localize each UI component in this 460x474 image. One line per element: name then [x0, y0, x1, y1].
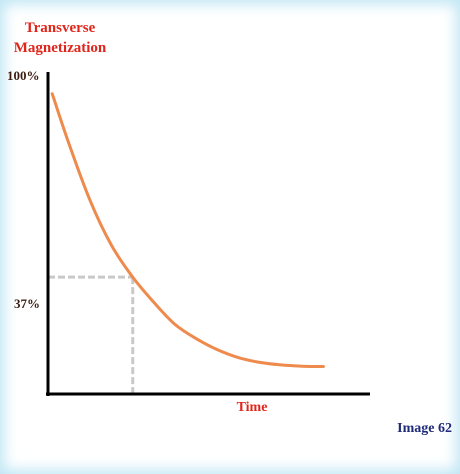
image-caption: Image 62: [397, 421, 452, 436]
y-tick-label-37: 37%: [14, 296, 40, 311]
marker-guides: [48, 275, 135, 394]
y-tick-label-100: 100%: [7, 68, 40, 83]
chart-title-line-1: Transverse: [24, 20, 96, 36]
x-axis-label: Time: [236, 400, 268, 415]
decay-curve: [50, 92, 325, 368]
chart-title-line-2: Magnetization: [13, 40, 107, 56]
